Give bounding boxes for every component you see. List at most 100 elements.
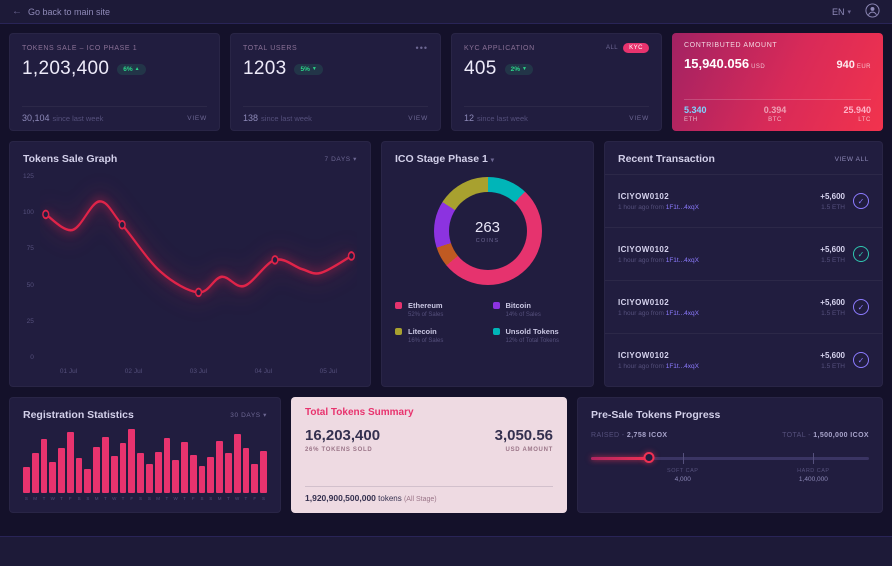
transaction-row[interactable]: ICIYOW0102 1 hour ago from 1F1t...4xqX +5,… <box>605 174 882 227</box>
y-axis-labels: 125 100 75 50 25 0 <box>23 173 34 375</box>
panel-title[interactable]: ICO Stage Phase 1 ▾ <box>395 153 495 165</box>
range-dropdown[interactable]: 7 DAYS ▾ <box>324 156 357 163</box>
more-menu-icon[interactable]: ••• <box>415 43 428 53</box>
day-label: M <box>94 496 99 501</box>
slider-track[interactable] <box>591 457 869 460</box>
day-label: T <box>226 496 230 501</box>
x-tick: 01 Jul <box>59 368 78 375</box>
transaction-status-icon: ✓ <box>853 299 869 315</box>
card-title: Total Tokens Summary <box>305 407 414 418</box>
since-last-week: 30,104 since last week <box>22 113 104 123</box>
transaction-status-icon: ✓ <box>853 246 869 262</box>
bar <box>216 440 223 493</box>
transaction-address[interactable]: 1F1t...4xqX <box>665 256 699 264</box>
trend-arrow-icon: ▲ <box>134 66 140 72</box>
day-label: S <box>147 496 151 501</box>
slider-handle[interactable] <box>643 452 655 463</box>
x-tick: 02 Jul <box>124 368 143 375</box>
card-title: TOTAL USERS <box>243 44 298 52</box>
tokens-sale-graph-panel: Tokens Sale Graph 7 DAYS ▾ 125 100 75 50 25 0… <box>9 141 371 387</box>
day-label: W <box>235 496 240 501</box>
user-avatar[interactable] <box>865 3 880 20</box>
card-title: CONTRIBUTED AMOUNT <box>684 42 778 49</box>
bar <box>128 429 136 493</box>
filter-all-button[interactable]: ALL <box>605 45 619 51</box>
total-amount: TOTAL - 1,500,000 ICOX <box>782 432 869 439</box>
soft-cap-tick <box>682 453 684 464</box>
language-selector[interactable]: EN ▾ <box>832 7 851 17</box>
bar <box>110 455 118 493</box>
charts-row: Tokens Sale Graph 7 DAYS ▾ 125 100 75 50 25 0… <box>9 141 883 387</box>
sales-line <box>44 200 353 294</box>
day-label: M <box>156 496 160 501</box>
bar <box>198 466 206 493</box>
day-label: T <box>121 496 125 501</box>
x-tick: 05 Jul <box>319 368 337 375</box>
bar <box>260 450 267 493</box>
btc-amount: 0.394 BTC <box>763 105 787 123</box>
day-label: T <box>244 496 248 501</box>
bar <box>224 452 232 493</box>
total-tokens-line: 1,920,900,500,000 tokens (All Stage) <box>305 486 553 503</box>
usd-amount: 15,940.056 USD <box>684 56 766 71</box>
bar <box>189 454 197 493</box>
bar <box>137 453 144 493</box>
legend-item: Litecoin 16% of Sales <box>395 327 483 344</box>
bar <box>102 436 109 493</box>
transaction-row[interactable]: ICIYOW0102 1 hour ago from 1F1t...4xqX +5,… <box>605 280 882 333</box>
total-tokens-summary-card: Total Tokens Summary 16,203,400 26% TOKE… <box>291 397 567 513</box>
day-label: F <box>253 496 257 501</box>
user-icon <box>865 3 880 18</box>
transaction-eth: 1.5 ETH <box>821 203 845 211</box>
transaction-address[interactable]: 1F1t...4xqX <box>665 309 699 317</box>
chevron-down-icon: ▾ <box>263 412 267 419</box>
transaction-meta: 1 hour ago from 1F1t...4xqX <box>618 309 699 317</box>
kyc-value: 405 <box>464 58 497 79</box>
chevron-down-icon: ▾ <box>490 157 495 164</box>
ltc-amount: 25.940 LTC <box>843 105 871 123</box>
bar <box>181 441 188 493</box>
day-label: M <box>33 496 38 501</box>
day-label: S <box>86 496 90 501</box>
x-tick: 03 Jul <box>189 368 208 375</box>
range-dropdown[interactable]: 30 DAYS ▾ <box>230 412 267 419</box>
y-tick: 50 <box>26 281 34 289</box>
legend-name: Bitcoin <box>505 301 531 310</box>
transactions-list: ICIYOW0102 1 hour ago from 1F1t...4xqX +5,… <box>605 174 882 386</box>
transaction-address[interactable]: 1F1t...4xqX <box>665 203 699 211</box>
data-point-marker <box>194 287 203 298</box>
trend-badge: 5% ▼ <box>294 63 323 75</box>
view-button[interactable]: VIEW <box>408 114 428 122</box>
since-last-week: 12 since last week <box>464 113 528 123</box>
bar-chart <box>23 429 267 493</box>
bar <box>242 448 250 493</box>
filter-kyc-button[interactable]: KYC <box>623 43 649 53</box>
day-label: S <box>139 496 143 501</box>
contributed-amount-card: CONTRIBUTED AMOUNT 15,940.056 USD 940 EUR … <box>672 33 883 131</box>
kyc-application-card: KYC APPLICATION ALL KYC 405 2% ▼ 12 since… <box>451 33 662 131</box>
day-label: S <box>24 496 28 501</box>
bar <box>49 462 57 493</box>
transaction-address[interactable]: 1F1t...4xqX <box>665 362 699 370</box>
day-label: W <box>173 496 178 501</box>
presale-progress-panel: Pre-Sale Tokens Progress RAISED - 2,758 … <box>577 397 883 513</box>
day-label: S <box>200 496 204 501</box>
soft-cap-label: SOFT CAP 4,000 <box>667 468 699 483</box>
data-point-marker <box>271 255 279 265</box>
back-link[interactable]: ← Go back to main site <box>12 6 110 17</box>
view-button[interactable]: VIEW <box>629 114 649 122</box>
card-title: TOKENS SALE – ICO PHASE 1 <box>22 44 138 52</box>
transaction-amount: +5,600 <box>820 244 845 254</box>
view-all-button[interactable]: VIEW ALL <box>834 155 869 163</box>
transaction-status-icon: ✓ <box>853 193 869 209</box>
chevron-down-icon: ▾ <box>353 156 357 163</box>
donut-center-value: 263 <box>474 218 501 236</box>
legend-swatch <box>395 328 402 335</box>
transaction-amount: +5,600 <box>820 350 845 360</box>
transaction-row[interactable]: ICIYOW0102 1 hour ago from 1F1t...4xqX +5,… <box>605 333 882 386</box>
transaction-row[interactable]: ICIYOW0102 1 hour ago from 1F1t...4xqX +5,… <box>605 227 882 280</box>
panel-title: Recent Transaction <box>618 153 715 165</box>
legend-swatch <box>492 302 500 309</box>
view-button[interactable]: VIEW <box>187 114 207 122</box>
legend-pct: 52% of Sales <box>408 312 444 318</box>
